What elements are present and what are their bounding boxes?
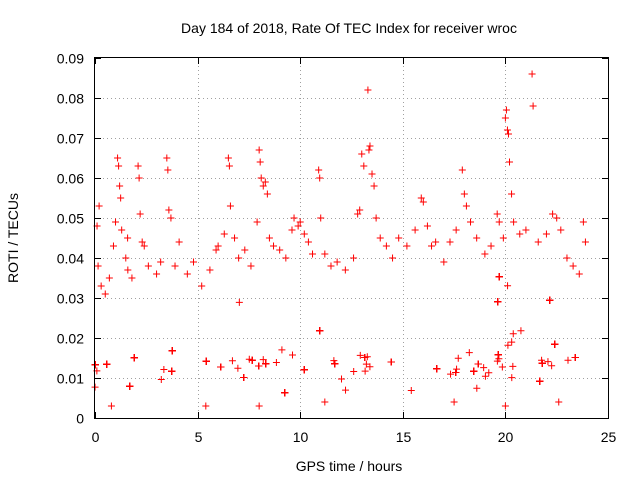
data-point	[356, 351, 364, 359]
data-point	[278, 346, 286, 354]
data-point	[453, 365, 461, 373]
data-point	[480, 364, 488, 372]
data-points	[91, 70, 589, 410]
grid	[95, 58, 608, 418]
data-point	[509, 330, 517, 338]
data-point	[485, 369, 493, 377]
data-point	[361, 367, 369, 375]
data-point	[544, 358, 552, 366]
chart-title: Day 184 of 2018, Rate Of TEC Index for r…	[181, 20, 517, 36]
data-point	[504, 282, 512, 290]
data-point	[350, 368, 358, 376]
data-point	[91, 383, 99, 391]
data-point	[447, 370, 455, 378]
data-point	[517, 327, 525, 335]
data-point	[330, 357, 338, 365]
data-point	[504, 341, 512, 349]
data-point	[548, 362, 556, 370]
data-point	[481, 372, 489, 380]
data-point	[509, 362, 517, 370]
data-point	[228, 357, 236, 365]
data-point	[465, 349, 473, 357]
data-point	[124, 234, 132, 242]
data-point	[289, 351, 296, 359]
data-point	[407, 387, 415, 395]
data-point	[498, 363, 506, 371]
data-point	[454, 354, 462, 362]
data-point	[538, 356, 546, 364]
data-point	[366, 363, 374, 371]
data-point	[338, 375, 346, 383]
data-point	[234, 364, 242, 372]
data-point	[342, 386, 350, 394]
data-point	[473, 384, 481, 392]
data-point	[235, 298, 243, 306]
data-point	[272, 359, 280, 367]
data-point	[495, 355, 503, 363]
data-point	[508, 338, 516, 346]
data-point	[259, 356, 267, 364]
data-point	[362, 360, 370, 368]
data-point	[508, 374, 516, 382]
data-point	[564, 356, 572, 364]
data-point	[157, 376, 165, 384]
data-point	[160, 366, 168, 374]
